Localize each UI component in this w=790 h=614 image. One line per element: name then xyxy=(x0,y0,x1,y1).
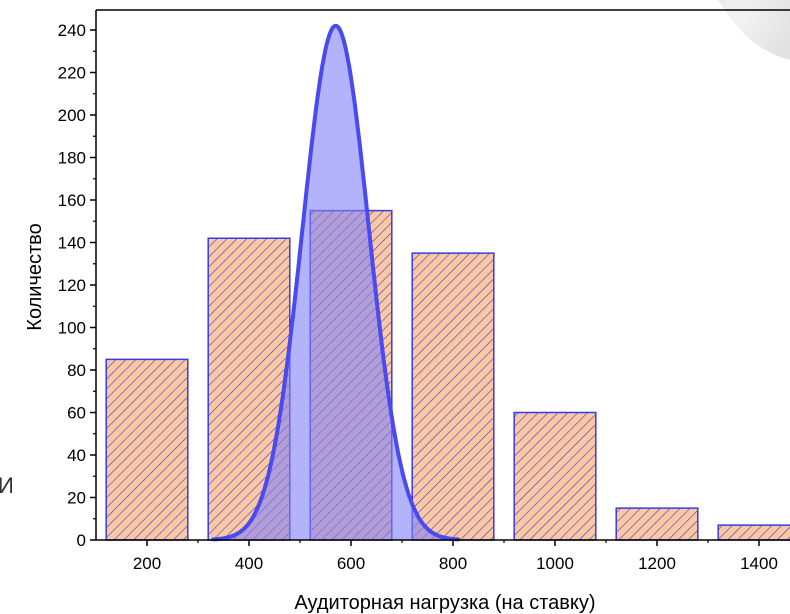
bars-layer xyxy=(105,209,790,541)
y-tick-label: 0 xyxy=(77,531,86,550)
curve-layer xyxy=(211,23,461,542)
y-tick-label: 140 xyxy=(58,234,86,253)
gaussian-fit-area xyxy=(213,25,459,541)
y-tick-label: 60 xyxy=(67,404,86,423)
x-tick-label: 200 xyxy=(133,554,161,573)
x-tick-label: 800 xyxy=(439,554,467,573)
y-tick-label: 200 xyxy=(58,106,86,125)
x-axis-title: Аудиторная нагрузка (на ставку) xyxy=(294,592,595,614)
y-tick-label: 40 xyxy=(67,446,86,465)
gaussian-fit-line xyxy=(211,23,461,542)
x-tick-label: 1000 xyxy=(536,554,574,573)
y-axis-title: Количество xyxy=(24,223,46,330)
histogram-bar xyxy=(513,411,597,541)
x-tick-label: 400 xyxy=(235,554,263,573)
y-tick-label: 100 xyxy=(58,319,86,338)
labels-layer: 0 20 40 60 80 100 120 140 160 180 200 220 240 200 400 6… xyxy=(58,21,778,573)
x-tick-label: 1200 xyxy=(638,554,676,573)
y-tick-label: 220 xyxy=(58,64,86,83)
y-tick-label: 180 xyxy=(58,149,86,168)
x-tick-label: 600 xyxy=(337,554,365,573)
y-tick-label: 120 xyxy=(58,276,86,295)
edge-glyph-text: И xyxy=(0,473,14,498)
histogram-bar xyxy=(717,524,790,541)
y-tick-label: 80 xyxy=(67,361,86,380)
x-tick-label: 1400 xyxy=(740,554,778,573)
y-tick-label: 20 xyxy=(67,489,86,508)
axes-layer xyxy=(90,9,790,546)
histogram-bar xyxy=(105,358,189,541)
y-tick-label: 240 xyxy=(58,21,86,40)
histogram-bar xyxy=(615,507,699,541)
corner-decoration xyxy=(718,0,790,60)
y-tick-label: 160 xyxy=(58,191,86,210)
histogram-bar xyxy=(411,252,495,541)
